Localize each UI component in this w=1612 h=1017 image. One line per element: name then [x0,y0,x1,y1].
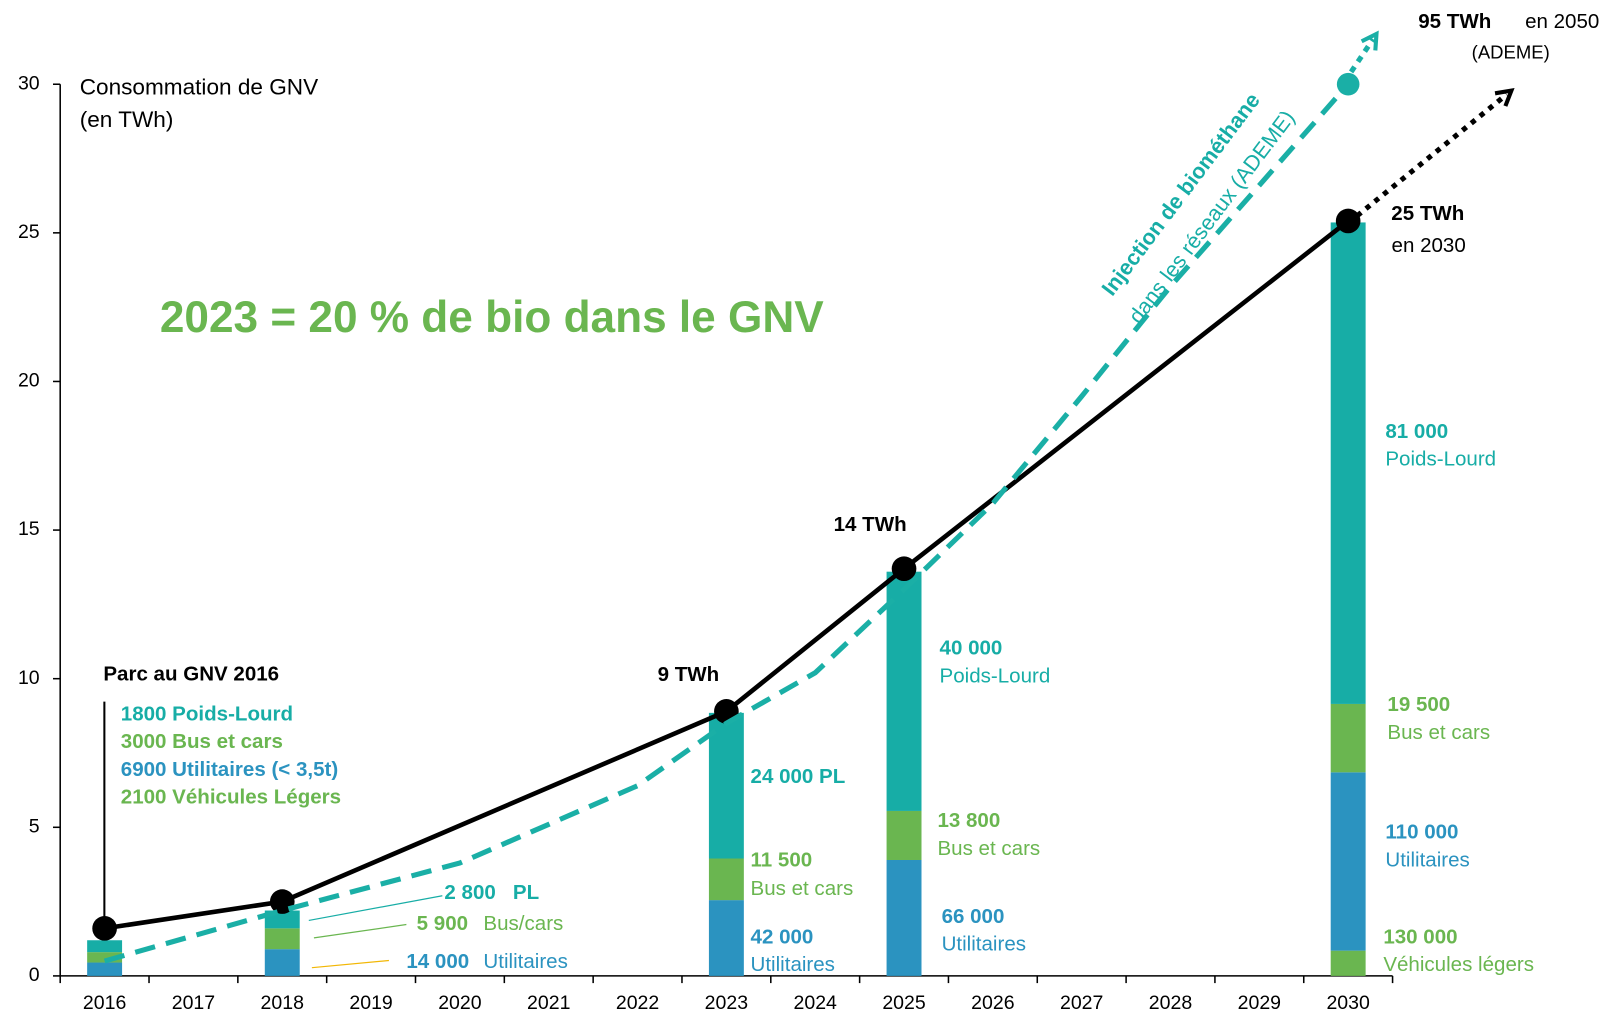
x-tick-label: 2022 [616,992,659,1014]
annotation: Bus et cars [937,837,1040,860]
annotation: Utilitaires [942,933,1026,956]
chart-title: 2023 = 20 % de bio dans le GNV [160,293,824,342]
x-tick-label: 2026 [971,992,1014,1014]
x-tick-label: 2024 [794,992,838,1014]
annotation: Véhicules légers [1383,953,1534,976]
x-tick-label: 2021 [527,992,570,1014]
projection-arrow [1342,30,1379,84]
y-axis-label: (en TWh) [80,107,174,132]
leader-line [311,959,389,969]
x-tick-label: 2025 [882,992,926,1014]
bar-segment [886,571,922,811]
leader-line [313,923,407,939]
y-tick-label: 10 [18,667,40,689]
annotation: 13 800 [937,809,1000,832]
data-label: 14 TWh [834,513,907,536]
annotation: Poids-Lourd [1385,448,1496,471]
bar-segment [1330,772,1366,951]
x-tick-label: 2023 [705,992,748,1014]
biomethane-line [103,82,1351,964]
annotation: 5 900 [417,912,468,935]
bar-segment [708,858,744,901]
bar-segment [1330,222,1366,704]
annotation: 11 500 [751,848,813,871]
annotation: 110 000 [1385,821,1458,844]
annotation: 40 000 [940,637,1003,660]
annotation: 1800 Poids-Lourd [121,702,293,725]
y-tick-label: 15 [18,518,40,540]
annotation: 2 800 PL [444,881,539,904]
bar-segment [264,928,300,950]
annotation: Poids-Lourd [940,664,1051,687]
x-tick-label: 2018 [261,992,304,1014]
y-tick-label: 30 [18,72,40,94]
bar-segment [1330,703,1366,773]
x-tick-label: 2020 [438,992,482,1014]
annotation: Utilitaires [1385,848,1469,871]
annotation: en 2050 [1525,10,1599,33]
line-marker [891,556,917,582]
decorations [103,30,1515,969]
bar-segment [87,952,123,963]
bar-segment [87,940,123,953]
x-tick-label: 2027 [1060,992,1103,1014]
x-tick-label: 2019 [349,992,392,1014]
x-tick-label: 2029 [1238,992,1281,1014]
y-tick-label: 0 [29,964,40,986]
projection-arrow [1346,88,1515,225]
annotation: 66 000 [942,905,1005,928]
y-tick-label: 5 [29,815,40,837]
annotation: 3000 Bus et cars [121,730,283,753]
annotation: 14 000 [406,950,469,973]
bar-segment [886,810,922,860]
annotation: 2100 Véhicules Légers [121,786,341,809]
bar-segment [708,712,744,859]
bar-segment [886,859,922,976]
line-marker [1335,208,1361,234]
y-tick-label: 20 [18,370,40,392]
bar-segment [708,900,744,976]
annotation: 19 500 [1387,693,1450,716]
annotation: 6900 Utilitaires (< 3,5t) [121,758,338,781]
annotation: 130 000 [1383,925,1457,948]
line-marker [1336,72,1360,96]
annotation: Parc au GNV 2016 [103,662,279,685]
y-tick-label: 25 [18,221,40,243]
x-tick-label: 2016 [83,992,126,1014]
data-label: 25 TWh [1391,202,1464,225]
line-marker [92,916,117,941]
annotation: (ADEME) [1472,41,1550,62]
bar-segment [1330,950,1366,976]
annotation: Utilitaires [483,950,567,973]
annotation: Bus et cars [751,877,854,900]
annotation: 24 000 PL [751,765,846,788]
x-tick-label: 2030 [1326,992,1370,1014]
annotation: Utilitaires [751,953,835,976]
annotation: Bus et cars [1387,721,1490,744]
y-axis-label: Consommation de GNV [80,74,318,99]
x-tick-label: 2028 [1149,992,1192,1014]
data-label: 9 TWh [658,663,720,686]
annotation: Bus/cars [483,912,563,935]
annotation: 42 000 [751,925,814,948]
bar-segment [264,949,300,976]
annotation: 81 000 [1385,420,1448,443]
bar-segment [87,962,123,976]
x-tick-label: 2017 [172,992,215,1014]
annotation: 95 TWh [1418,10,1491,33]
leader-line [308,895,443,922]
annotation: en 2030 [1392,234,1466,257]
